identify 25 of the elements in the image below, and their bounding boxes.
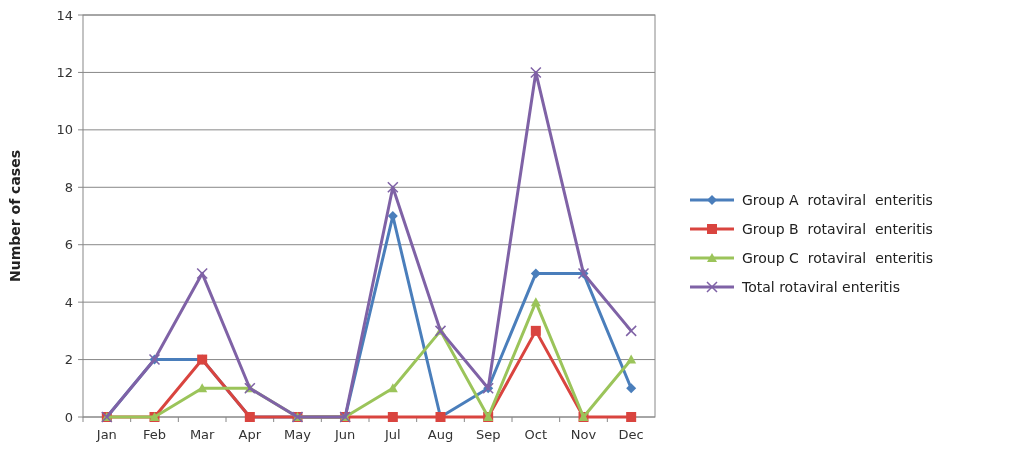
legend-label: Group B rotaviral enteritis	[742, 220, 933, 237]
x-tick-label: Oct	[524, 427, 548, 442]
y-tick-label: 10	[56, 122, 73, 138]
x-tick-label: Jun	[334, 427, 356, 442]
y-tick-label: 4	[64, 294, 73, 310]
x-tick-label: Apr	[238, 427, 262, 442]
y-axis-title: Number of cases	[7, 149, 23, 283]
y-tick-label: 12	[56, 64, 73, 80]
y-tick-label: 0	[64, 409, 73, 425]
x-tick-label: Dec	[618, 427, 644, 442]
x-tick-label: Aug	[427, 427, 454, 442]
x-tick-label: Mar	[189, 427, 216, 442]
y-tick-label: 6	[64, 237, 73, 253]
y-tick-label: 14	[56, 7, 73, 23]
y-tick-label: 2	[64, 352, 73, 368]
legend-label: Total rotaviral enteritis	[741, 278, 900, 295]
x-tick-label: Feb	[142, 427, 167, 442]
legend-label: Group C rotaviral enteritis	[742, 249, 934, 266]
x-tick-label: Jul	[383, 427, 401, 442]
x-tick-label: Nov	[570, 427, 597, 442]
x-tick-label: Jan	[95, 427, 117, 442]
y-tick-label: 8	[64, 179, 73, 195]
x-tick-label: May	[284, 427, 312, 442]
legend-label: Group A rotaviral enteritis	[742, 191, 933, 208]
x-tick-label: Sep	[475, 427, 501, 442]
